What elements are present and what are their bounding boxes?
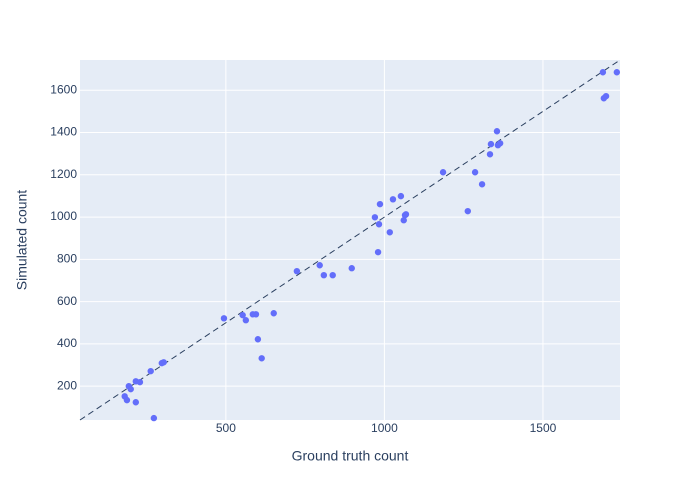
y-tick-label: 1200	[50, 167, 77, 181]
point	[150, 414, 158, 422]
point	[239, 311, 246, 319]
point	[493, 128, 501, 135]
point	[242, 317, 250, 324]
point	[389, 196, 397, 203]
y-tick-label: 800	[57, 252, 77, 266]
point	[386, 229, 393, 236]
point	[487, 140, 495, 148]
point	[599, 69, 607, 76]
point	[602, 92, 610, 100]
point	[329, 271, 336, 279]
point	[132, 399, 140, 406]
point	[471, 169, 479, 176]
point	[374, 248, 382, 256]
point	[220, 315, 228, 322]
point	[613, 69, 621, 76]
point	[478, 181, 486, 188]
x-tick-label: 500	[216, 421, 236, 435]
y-tick-label: 600	[57, 294, 77, 308]
point	[320, 271, 328, 279]
point	[486, 151, 494, 158]
y-tick-label: 1400	[50, 125, 77, 139]
point	[375, 221, 383, 228]
point	[316, 262, 323, 269]
y-tick-label: 1000	[50, 209, 77, 223]
point	[123, 396, 131, 404]
y-tick-label: 200	[57, 378, 77, 392]
point	[136, 378, 144, 386]
y-axis-title: Simulated count	[14, 190, 30, 291]
point	[400, 217, 407, 224]
point	[371, 214, 379, 221]
y-tick-label: 400	[57, 336, 77, 350]
point	[160, 359, 167, 366]
point	[258, 355, 265, 362]
y-tick-label: 1600	[50, 82, 77, 96]
point	[496, 140, 504, 147]
identity-line	[79, 59, 621, 421]
x-tick-label: 1000	[371, 421, 398, 435]
point	[348, 265, 355, 272]
x-tick-label: 1500	[530, 421, 557, 435]
point	[464, 207, 471, 215]
point	[397, 192, 405, 200]
x-axis-title: Ground truth count	[292, 448, 409, 464]
point	[376, 200, 384, 208]
point	[252, 311, 260, 318]
point	[293, 267, 301, 275]
point	[147, 367, 154, 375]
point	[439, 169, 447, 176]
point	[270, 310, 277, 317]
point	[254, 336, 262, 343]
point	[402, 211, 410, 218]
point	[127, 385, 134, 393]
